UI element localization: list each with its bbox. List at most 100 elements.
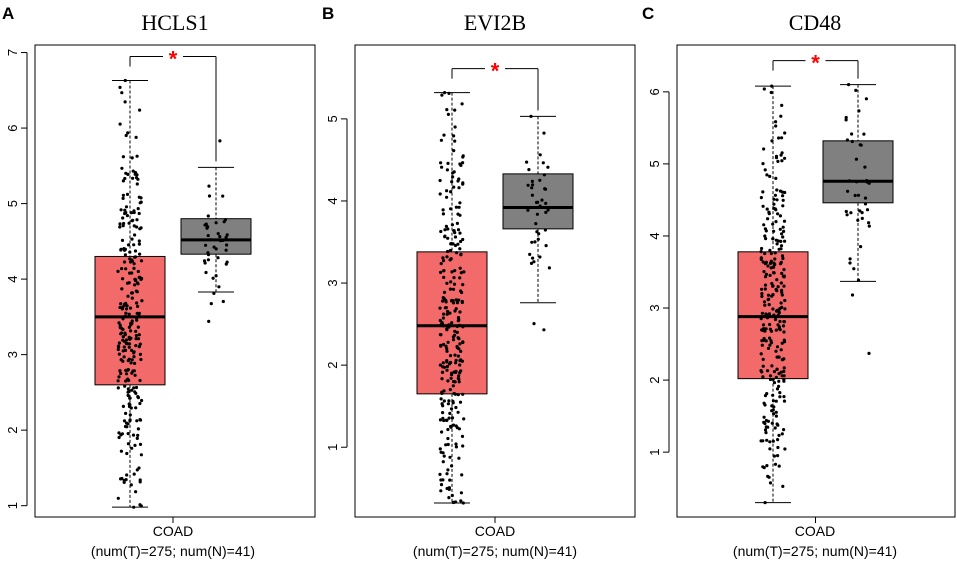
data-point bbox=[126, 390, 130, 394]
points-tumor bbox=[759, 84, 787, 505]
data-point bbox=[121, 155, 125, 159]
data-point bbox=[218, 239, 223, 243]
data-point bbox=[778, 395, 782, 399]
data-point bbox=[118, 222, 122, 226]
data-point bbox=[135, 225, 139, 229]
data-point bbox=[770, 364, 774, 368]
data-point bbox=[459, 271, 463, 275]
data-point bbox=[456, 354, 460, 358]
significance-bracket: * bbox=[772, 51, 859, 79]
data-point bbox=[772, 381, 777, 385]
panel-c: C CD48 1 2 3 4 5 6 * COAD (num(T)=275; num(N)=… bbox=[642, 4, 956, 559]
panel-label: C bbox=[642, 4, 654, 23]
data-point bbox=[530, 186, 534, 190]
data-point bbox=[455, 301, 459, 305]
data-point bbox=[542, 173, 547, 177]
data-point bbox=[206, 234, 210, 238]
data-point bbox=[762, 466, 766, 470]
data-point bbox=[782, 284, 786, 288]
data-point bbox=[445, 168, 449, 172]
data-point bbox=[140, 299, 144, 303]
data-point bbox=[445, 189, 449, 193]
data-point bbox=[127, 345, 131, 349]
box-tumor bbox=[94, 78, 166, 509]
data-point bbox=[453, 329, 457, 333]
data-point bbox=[444, 418, 448, 422]
data-point bbox=[774, 220, 778, 224]
data-point bbox=[207, 184, 211, 188]
data-point bbox=[459, 349, 463, 353]
data-point bbox=[122, 345, 126, 349]
data-point bbox=[783, 131, 787, 135]
data-point bbox=[128, 403, 132, 407]
data-point bbox=[763, 303, 767, 307]
data-point bbox=[440, 390, 444, 394]
data-point bbox=[847, 83, 851, 87]
data-point bbox=[782, 378, 786, 382]
data-point bbox=[461, 154, 465, 158]
y-tick-label: 7 bbox=[5, 49, 20, 56]
y-tick-label: 5 bbox=[647, 160, 662, 167]
data-point bbox=[127, 325, 131, 329]
data-point bbox=[530, 179, 535, 183]
iqr-box bbox=[822, 140, 894, 204]
y-tick-label: 4 bbox=[325, 197, 340, 204]
data-point bbox=[134, 171, 138, 175]
data-point bbox=[136, 282, 140, 286]
data-point bbox=[779, 114, 783, 118]
data-point bbox=[770, 421, 774, 425]
data-point bbox=[127, 221, 131, 225]
data-point bbox=[128, 257, 132, 261]
data-point bbox=[120, 267, 124, 271]
data-point bbox=[761, 260, 765, 264]
data-point bbox=[117, 435, 121, 440]
data-point bbox=[125, 214, 129, 218]
data-point bbox=[445, 195, 449, 199]
data-point bbox=[136, 427, 140, 431]
data-point bbox=[457, 186, 461, 190]
data-point bbox=[124, 311, 128, 315]
data-point bbox=[134, 289, 138, 293]
data-point bbox=[776, 445, 780, 450]
data-point bbox=[116, 347, 120, 352]
data-point bbox=[442, 312, 446, 316]
data-point bbox=[780, 232, 784, 236]
data-point bbox=[845, 138, 850, 142]
data-point bbox=[138, 352, 142, 356]
data-point bbox=[132, 266, 136, 270]
data-point bbox=[446, 442, 450, 447]
data-point bbox=[118, 325, 122, 330]
data-point bbox=[126, 432, 130, 436]
panel-label: B bbox=[322, 4, 334, 23]
data-point bbox=[452, 149, 456, 153]
data-point bbox=[768, 273, 772, 277]
data-point bbox=[459, 239, 463, 244]
data-point bbox=[446, 468, 450, 472]
data-point bbox=[775, 188, 779, 192]
data-point bbox=[768, 481, 773, 485]
data-point bbox=[125, 192, 130, 196]
data-point bbox=[862, 132, 866, 136]
data-point bbox=[439, 397, 443, 401]
x-category-label: COAD bbox=[475, 523, 515, 539]
data-point bbox=[783, 447, 787, 451]
data-point bbox=[775, 198, 779, 202]
data-point bbox=[212, 291, 216, 295]
data-point bbox=[125, 473, 129, 477]
data-point bbox=[454, 298, 458, 302]
data-point bbox=[853, 193, 857, 198]
data-point bbox=[130, 446, 134, 450]
data-point bbox=[457, 427, 461, 431]
data-point bbox=[771, 307, 775, 311]
data-point bbox=[766, 293, 771, 297]
data-point bbox=[438, 318, 442, 323]
data-point bbox=[129, 321, 133, 325]
data-point bbox=[445, 472, 449, 476]
data-point bbox=[138, 108, 142, 112]
data-point bbox=[782, 357, 786, 361]
data-point bbox=[440, 377, 444, 381]
data-point bbox=[124, 338, 129, 342]
data-point bbox=[772, 271, 776, 275]
y-tick-label: 2 bbox=[325, 362, 340, 369]
data-point bbox=[117, 352, 121, 356]
